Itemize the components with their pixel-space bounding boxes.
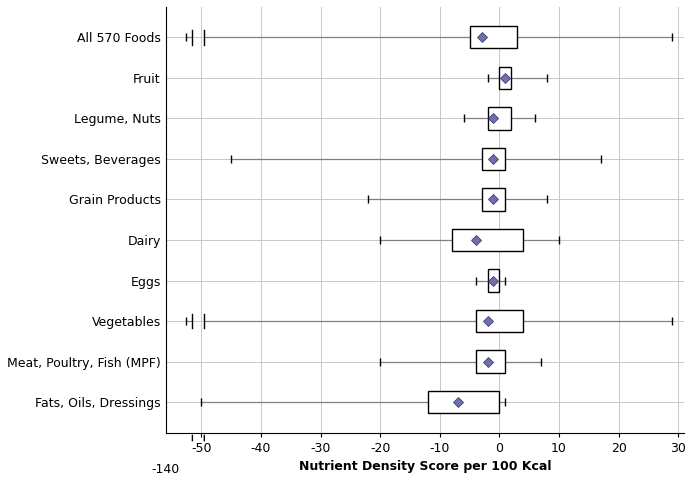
Bar <box>475 310 523 332</box>
Bar <box>475 351 505 373</box>
X-axis label: Nutrient Density Score per 100 Kcal: Nutrient Density Score per 100 Kcal <box>299 460 551 473</box>
Bar <box>488 107 511 129</box>
Bar <box>482 188 505 211</box>
Bar <box>428 391 500 413</box>
Bar <box>500 67 511 89</box>
Bar <box>470 26 518 48</box>
Text: -140: -140 <box>152 463 179 476</box>
Bar <box>482 148 505 170</box>
Bar <box>452 229 523 251</box>
Bar <box>488 270 500 292</box>
